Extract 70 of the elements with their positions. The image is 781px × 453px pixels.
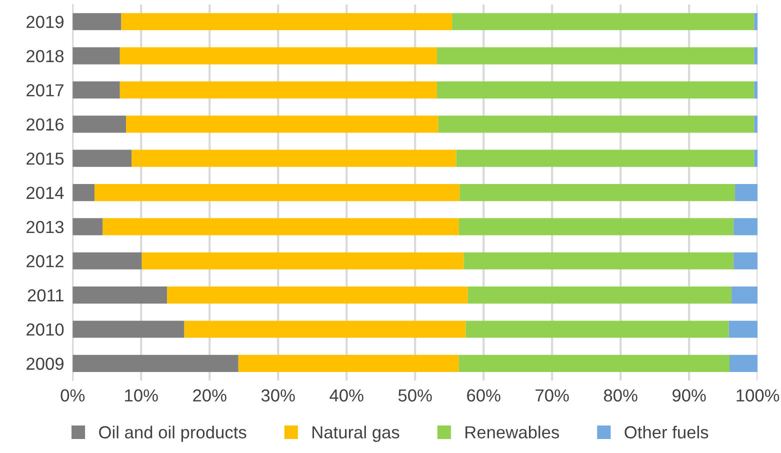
- x-tick-label: 80%: [604, 389, 638, 402]
- bar: [72, 150, 132, 167]
- bar: [184, 320, 466, 338]
- bar: [468, 286, 732, 304]
- bar: [438, 116, 754, 133]
- x-tick-label: 0%: [60, 389, 85, 402]
- bar: [72, 252, 142, 270]
- bar: [72, 13, 122, 30]
- legend-label: Renewables: [466, 426, 560, 438]
- x-tick-label: 90%: [672, 389, 706, 402]
- y-tick-label: 2017: [26, 84, 64, 96]
- legend-label: Natural gas: [312, 426, 400, 442]
- bar: [72, 184, 95, 202]
- bar: [458, 354, 730, 372]
- bar: [456, 150, 754, 167]
- bar: [732, 286, 758, 304]
- bar: [754, 47, 758, 64]
- bar: [460, 184, 735, 202]
- bar: [72, 81, 120, 99]
- bar: [120, 81, 438, 99]
- bar: [466, 320, 729, 338]
- bar: [452, 13, 754, 30]
- bar: [238, 354, 459, 372]
- bar: [734, 184, 758, 202]
- x-tick-label: 60%: [467, 389, 500, 402]
- bar: [754, 13, 758, 30]
- bar: [437, 81, 754, 99]
- bar: [132, 150, 456, 167]
- x-tick-label: 50%: [398, 389, 432, 402]
- legend-label: Other fuels: [624, 426, 708, 438]
- x-tick-label: 100%: [736, 389, 780, 402]
- x-tick-label: 40%: [330, 389, 364, 402]
- bar: [72, 47, 120, 64]
- y-tick-label: 2016: [26, 118, 64, 131]
- bar: [72, 320, 184, 338]
- bar: [167, 286, 468, 304]
- bar: [126, 116, 438, 133]
- y-tick-label: 2012: [26, 255, 64, 268]
- y-tick-label: 2009: [26, 358, 64, 370]
- bar: [72, 354, 238, 372]
- bar: [72, 116, 126, 133]
- bar: [120, 47, 438, 64]
- bar: [102, 218, 459, 236]
- bar: [72, 286, 168, 304]
- y-tick-label: 2011: [28, 289, 64, 302]
- bar: [458, 218, 734, 236]
- x-tick-label: 70%: [536, 389, 569, 402]
- x-tick-label: 10%: [125, 389, 158, 402]
- bar: [734, 252, 758, 270]
- y-tick-label: 2014: [26, 186, 64, 199]
- bar: [437, 47, 754, 64]
- bar: [734, 218, 758, 236]
- legend-label: Oil and oil products: [99, 426, 246, 442]
- bar: [728, 320, 758, 338]
- y-tick-label: 2013: [26, 220, 64, 234]
- bar: [142, 252, 464, 270]
- y-tick-label: 2015: [26, 152, 64, 165]
- bar: [754, 116, 758, 133]
- bar: [94, 184, 460, 202]
- bar: [754, 150, 758, 167]
- bar: [464, 252, 734, 270]
- y-tick-label: 2018: [26, 50, 64, 62]
- y-tick-label: 2010: [26, 323, 64, 336]
- bar: [72, 218, 103, 236]
- bar: [729, 354, 758, 372]
- bar: [754, 81, 758, 99]
- x-tick-label: 20%: [193, 389, 226, 402]
- y-tick-label: 2019: [26, 16, 64, 28]
- x-tick-label: 30%: [261, 389, 295, 402]
- bar: [121, 13, 452, 30]
